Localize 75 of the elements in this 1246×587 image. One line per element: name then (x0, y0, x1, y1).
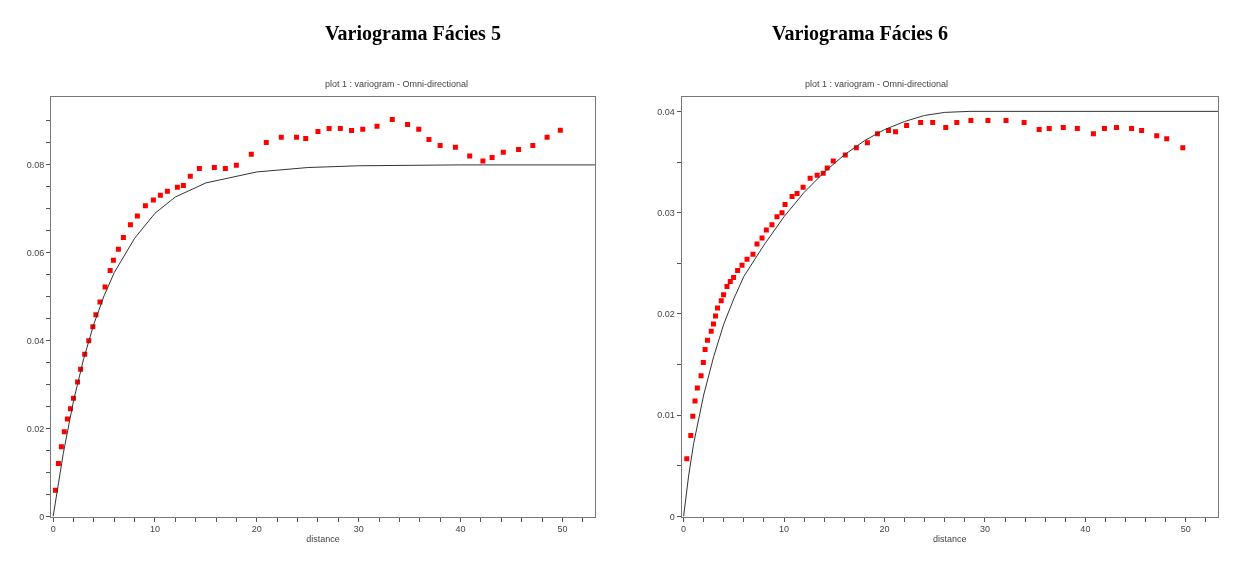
y-tick-label: 0.08 (26, 160, 45, 171)
point (233, 162, 239, 168)
x-tick-label: 20 (251, 524, 262, 535)
x-tick-label: 0 (681, 524, 687, 535)
point (374, 123, 380, 129)
point (134, 213, 140, 219)
point (180, 183, 186, 189)
point (187, 173, 193, 179)
line-series (52, 164, 595, 517)
y-tick-label: 0.02 (657, 309, 675, 320)
point (61, 429, 67, 435)
point (110, 257, 116, 263)
x-tick-label: 30 (979, 524, 990, 535)
chart-title: Variograma Fácies 6 (772, 22, 948, 45)
point (248, 151, 254, 157)
x-axis-title: distance (306, 534, 340, 545)
y-tick-label: 0.04 (26, 335, 45, 346)
x-tick-label: 0 (50, 524, 56, 535)
point (480, 158, 486, 164)
x-axis-title: distance (933, 534, 967, 545)
point (150, 197, 156, 203)
chart-title: Variograma Fácies 5 (325, 22, 501, 45)
point (294, 134, 300, 140)
y-tick-label: 0.03 (657, 207, 675, 218)
x-tick-label: 10 (149, 524, 160, 535)
point (326, 125, 332, 131)
point (174, 184, 180, 190)
y-tick-label: 0.02 (26, 423, 45, 434)
point (107, 267, 113, 273)
point (211, 165, 217, 171)
x-tick-label: 20 (879, 524, 890, 535)
point (222, 165, 228, 171)
y-tick-label: 0 (669, 511, 675, 522)
point (58, 444, 64, 450)
point (349, 128, 355, 134)
point (303, 136, 309, 142)
point (127, 222, 133, 228)
y-tick-label: 0 (39, 511, 45, 522)
point (55, 460, 61, 466)
point (142, 203, 148, 209)
point (530, 143, 536, 149)
point (120, 234, 126, 240)
point (416, 126, 422, 132)
x-tick-label: 40 (455, 524, 466, 535)
point (360, 126, 366, 132)
chart-subtitle: plot 1 : variogram - Omni-directional (325, 79, 469, 89)
point (557, 127, 563, 133)
point (452, 144, 458, 150)
point (389, 117, 395, 123)
point (315, 128, 321, 134)
chart-subtitle: plot 1 : variogram - Omni-directional (805, 79, 949, 89)
line-series (683, 110, 1218, 517)
x-tick-label: 10 (779, 524, 790, 535)
point (278, 134, 284, 140)
point (437, 143, 443, 149)
point (500, 149, 506, 155)
point (115, 246, 121, 252)
point (544, 134, 550, 140)
point (263, 139, 269, 145)
point (196, 165, 202, 171)
y-tick-label: 0.04 (657, 106, 675, 117)
y-tick-label: 0.01 (657, 410, 675, 421)
point (157, 192, 163, 198)
x-tick-label: 50 (1180, 524, 1191, 535)
point (426, 136, 432, 142)
x-tick-label: 50 (557, 524, 568, 535)
point (337, 125, 343, 131)
x-tick-label: 40 (1080, 524, 1091, 535)
x-tick-label: 30 (353, 524, 364, 535)
point (467, 153, 473, 159)
point (164, 188, 170, 194)
point (489, 154, 495, 160)
point (516, 147, 522, 152)
y-tick-label: 0.06 (26, 247, 45, 258)
point (405, 121, 411, 127)
